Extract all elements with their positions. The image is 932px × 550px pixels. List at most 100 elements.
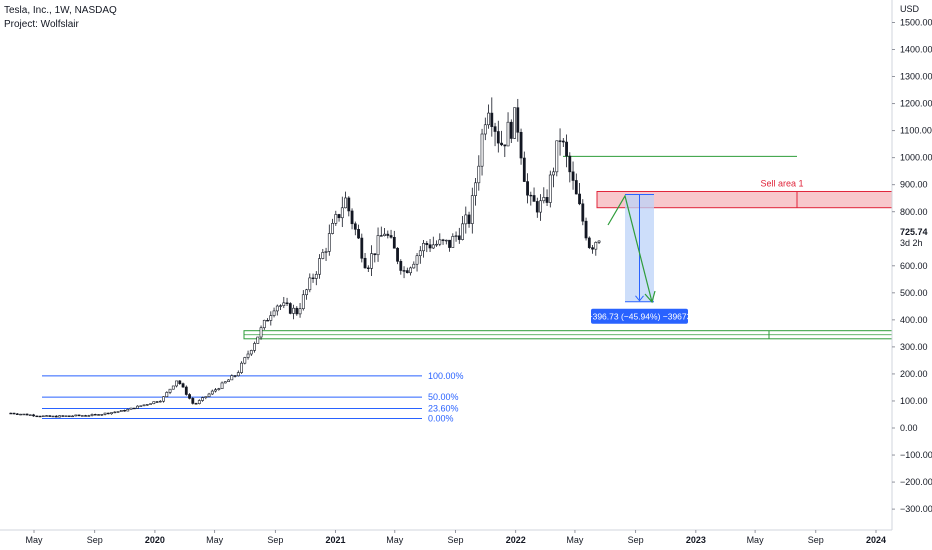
- candle: [158, 400, 162, 403]
- candle: [324, 247, 328, 261]
- time-tick-label: 2024: [866, 535, 886, 545]
- candles-layer: [9, 97, 601, 418]
- candle: [191, 397, 195, 405]
- candle-body: [90, 414, 94, 416]
- candle: [240, 361, 243, 374]
- candle: [93, 413, 97, 416]
- candle-body: [256, 336, 260, 344]
- candle-body: [227, 379, 230, 382]
- candle: [480, 128, 484, 176]
- candle-body: [253, 343, 256, 351]
- price-tick-label: −200.00: [900, 477, 932, 487]
- candle: [184, 385, 188, 396]
- candle: [145, 404, 149, 406]
- candle: [503, 144, 507, 158]
- candle: [457, 227, 461, 244]
- candle-body: [552, 171, 555, 176]
- candle: [571, 161, 575, 190]
- candle: [35, 415, 39, 418]
- sell-area-label: Sell area 1: [760, 178, 803, 188]
- candle-body: [327, 233, 331, 252]
- candle-body: [305, 289, 308, 296]
- candle-body: [233, 375, 237, 377]
- candle: [360, 233, 364, 263]
- candle-body: [262, 319, 266, 329]
- candle: [25, 413, 29, 416]
- candle-body: [415, 255, 419, 265]
- candle: [337, 213, 341, 222]
- candle-body: [357, 229, 360, 239]
- candle-body: [9, 412, 13, 415]
- candle-body: [409, 267, 412, 274]
- annotations-layer[interactable]: −396.73 (−45.94%) −39673: [588, 194, 692, 324]
- candle-body: [490, 112, 494, 127]
- candle: [464, 206, 468, 234]
- candle: [383, 227, 386, 237]
- candle: [438, 233, 442, 247]
- candle-body: [548, 174, 552, 203]
- candle: [318, 254, 321, 279]
- candle: [415, 252, 419, 272]
- candle: [233, 375, 237, 378]
- time-tick-label: 2023: [686, 535, 706, 545]
- candle: [467, 211, 471, 228]
- candle-body: [379, 235, 383, 237]
- fib-level-label: 23.60%: [428, 404, 459, 414]
- candle-body: [480, 133, 484, 167]
- candle-body: [165, 392, 169, 398]
- candle-body: [571, 171, 575, 181]
- candle: [139, 405, 143, 407]
- candle: [425, 240, 429, 253]
- candle: [405, 267, 409, 274]
- candle: [331, 218, 334, 235]
- candle: [526, 173, 529, 204]
- candle: [129, 407, 133, 410]
- candle-body: [158, 400, 162, 403]
- price-tick-label: 800.00: [900, 207, 928, 217]
- candle-body: [513, 107, 516, 139]
- candle-body: [561, 140, 565, 143]
- candle-body: [535, 201, 539, 213]
- candle: [448, 239, 451, 252]
- candle-body: [126, 408, 130, 412]
- candle-body: [217, 388, 221, 390]
- candle: [103, 412, 107, 416]
- candle-body: [139, 405, 143, 407]
- candle: [522, 151, 526, 182]
- fib-retracement[interactable]: 100.00% 50.00% 23.60%0.00%: [42, 371, 464, 424]
- candle: [32, 413, 35, 417]
- measure-label[interactable]: −396.73 (−45.94%) −39673: [588, 308, 692, 324]
- bar-countdown-label: 3d 2h: [900, 238, 923, 248]
- candle-body: [383, 233, 386, 237]
- measure-label-bg: [591, 308, 688, 324]
- candle-body: [363, 257, 367, 269]
- candle: [188, 393, 191, 400]
- candle-body: [106, 412, 110, 415]
- candle-body: [194, 403, 198, 405]
- candle: [249, 349, 253, 357]
- candle-body: [168, 388, 172, 393]
- candle-body: [184, 386, 188, 395]
- candle-body: [155, 401, 159, 403]
- candle-body: [522, 157, 526, 182]
- candle: [223, 381, 227, 384]
- candle-body: [337, 214, 341, 219]
- chart-subtitle: Project: Wolfslair: [4, 19, 79, 30]
- candle-body: [509, 121, 513, 139]
- candle: [444, 239, 448, 245]
- price-tick-label: 1300.00: [900, 72, 932, 82]
- candle: [227, 379, 230, 382]
- projection-path[interactable]: [607, 194, 653, 303]
- time-tick-label: May: [747, 535, 765, 545]
- candle-body: [558, 140, 562, 142]
- candle: [441, 238, 445, 245]
- candle: [292, 304, 295, 320]
- candle: [74, 414, 78, 417]
- candle-body: [142, 404, 146, 407]
- candle: [584, 217, 588, 241]
- candle: [490, 97, 494, 137]
- candle: [272, 307, 276, 318]
- candle: [500, 130, 503, 147]
